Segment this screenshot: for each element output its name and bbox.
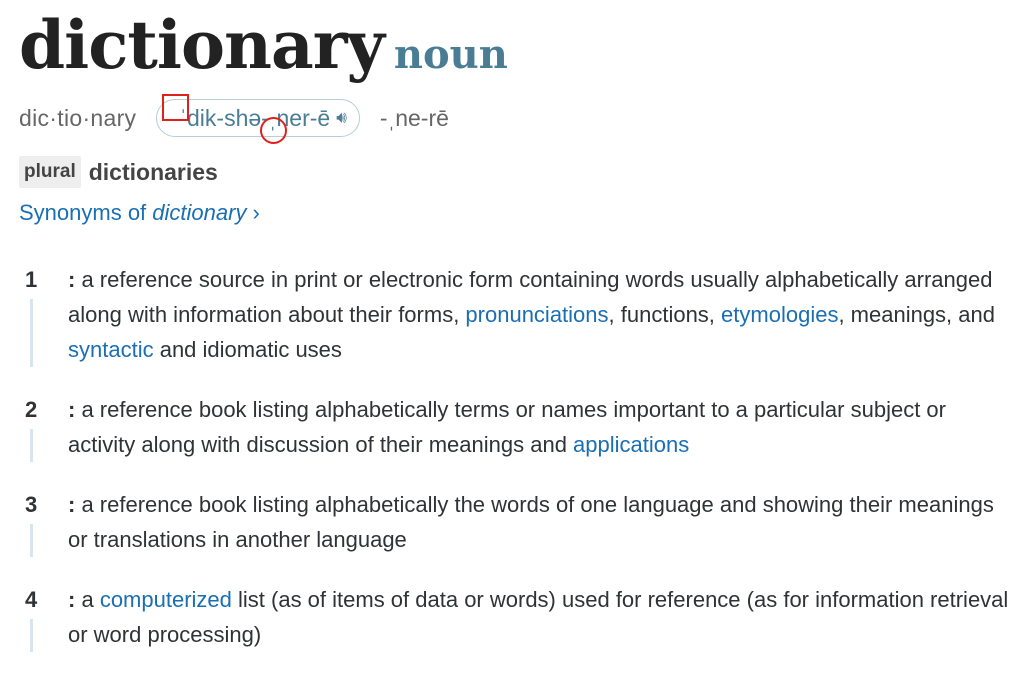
syllables: dic·tio·nary	[19, 104, 137, 131]
plural-row: plural dictionaries	[19, 156, 218, 188]
definition-text: a reference source in print or electroni…	[68, 267, 993, 327]
sense-colon: :	[68, 587, 82, 612]
cross-reference-link[interactable]: computerized	[99, 587, 232, 612]
definition-text: list (as of items of data or words) used…	[68, 587, 1009, 647]
sense-divider	[30, 524, 33, 557]
sense-number: 3	[25, 492, 38, 517]
definition-list: 1: a reference source in print or electr…	[0, 262, 1029, 677]
sense-number: 2	[25, 397, 38, 422]
cross-reference-link[interactable]: syntactic	[68, 337, 154, 362]
alternate-pronunciation: -ˌne-rē	[379, 104, 449, 131]
sense-3: 3: a reference book listing alphabetical…	[0, 487, 1029, 557]
annotation-square	[162, 94, 189, 121]
sense-number: 4	[25, 587, 38, 612]
sense-number: 1	[25, 267, 38, 292]
definition-text: a	[81, 587, 100, 612]
pronunciation-text: ˈdik-shə-ˌner-ē	[179, 104, 331, 131]
sense-2: 2: a reference book listing alphabetical…	[0, 392, 1029, 462]
annotation-circle	[260, 117, 287, 144]
plural-form: dictionaries	[88, 158, 218, 185]
definition-text: a reference book listing alphabetically …	[68, 492, 994, 552]
speaker-icon: 🔊︎	[336, 108, 347, 127]
part-of-speech[interactable]: noun	[393, 31, 508, 78]
synonyms-link[interactable]: Synonyms of dictionary ›	[19, 200, 260, 226]
headword: dictionary	[19, 6, 385, 84]
sense-divider	[30, 299, 33, 367]
sense-colon: :	[68, 397, 82, 422]
headword-row: dictionary noun	[19, 6, 508, 86]
sense-4: 4: a computerized list (as of items of d…	[0, 582, 1029, 652]
pronunciation-row: dic·tio·nary ˈdik-shə-ˌner-ē 🔊︎ -ˌne-rē	[19, 98, 449, 138]
synonyms-link-word: dictionary	[152, 200, 247, 225]
definition-text: , meanings, and	[838, 302, 995, 327]
pronunciation-button[interactable]: ˈdik-shə-ˌner-ē 🔊︎	[156, 99, 360, 137]
cross-reference-link[interactable]: etymologies	[721, 302, 839, 327]
cross-reference-link[interactable]: applications	[573, 432, 690, 457]
sense-1: 1: a reference source in print or electr…	[0, 262, 1029, 367]
sense-colon: :	[68, 267, 82, 292]
cross-reference-link[interactable]: pronunciations	[465, 302, 609, 327]
definition-text: , functions,	[608, 302, 722, 327]
sense-colon: :	[68, 492, 82, 517]
definition-text: and idiomatic uses	[153, 337, 342, 362]
sense-divider	[30, 429, 33, 462]
synonyms-link-prefix: Synonyms of	[19, 200, 147, 225]
plural-label: plural	[19, 156, 81, 188]
chevron-right-icon: ›	[252, 200, 260, 225]
definition-text: a reference book listing alphabetically …	[68, 397, 946, 457]
sense-divider	[30, 619, 33, 652]
